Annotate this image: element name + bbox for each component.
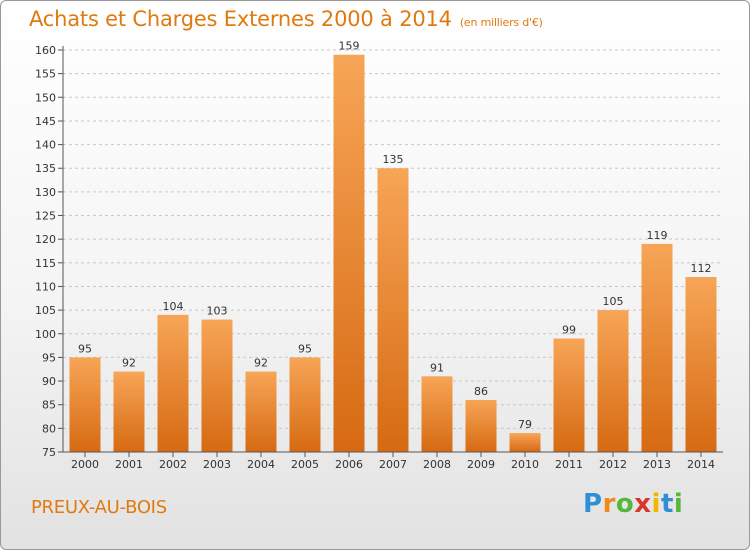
x-tick-label: 2007	[379, 458, 407, 471]
y-tick-label: 95	[42, 351, 56, 364]
y-tick-label: 110	[35, 280, 56, 293]
logo-letter: r	[602, 489, 616, 519]
logo-letter: i	[651, 489, 661, 519]
y-tick-label: 150	[35, 91, 56, 104]
x-tick-label: 2001	[115, 458, 143, 471]
x-tick-label: 2010	[511, 458, 539, 471]
data-label: 104	[163, 300, 184, 313]
logo-letter: P	[583, 489, 603, 519]
x-tick-label: 2011	[555, 458, 583, 471]
y-tick-label: 155	[35, 68, 56, 81]
y-tick-label: 105	[35, 304, 56, 317]
data-label: 135	[383, 153, 404, 166]
data-label: 95	[78, 342, 92, 355]
y-tick-label: 125	[35, 210, 56, 223]
x-tick-label: 2013	[643, 458, 671, 471]
x-tick-label: 2000	[71, 458, 99, 471]
data-label: 99	[562, 323, 576, 336]
x-tick-label: 2003	[203, 458, 231, 471]
data-label: 119	[647, 229, 668, 242]
bar	[421, 376, 453, 452]
x-tick-label: 2012	[599, 458, 627, 471]
bar	[245, 371, 277, 452]
data-labels: 95 92 104 103 92 95 159 135 91 86 79 99 105 119 112	[78, 40, 712, 431]
data-label: 86	[474, 385, 488, 398]
y-tick-label: 85	[42, 399, 56, 412]
x-tick-label: 2006	[335, 458, 363, 471]
logo-letter: o	[615, 489, 635, 519]
bar	[113, 371, 145, 452]
y-tick-label: 75	[42, 446, 56, 459]
y-tick-label: 135	[35, 162, 56, 175]
y-tick-label: 160	[35, 44, 56, 57]
y-tick-label: 90	[42, 375, 56, 388]
proxiti-logo: Proxiti	[583, 489, 683, 519]
axes	[62, 46, 723, 453]
x-tick-label: 2002	[159, 458, 187, 471]
data-label: 92	[122, 357, 136, 370]
x-tick-label: 2008	[423, 458, 451, 471]
bar	[553, 338, 585, 452]
y-tick-label: 140	[35, 139, 56, 152]
bar	[201, 319, 233, 452]
y-tick-label: 145	[35, 115, 56, 128]
x-axis-ticks: 2000 2001 2002 2003 2004 2005 2006 2007 2008 2009…	[71, 452, 715, 471]
bar	[157, 314, 189, 452]
bar	[69, 357, 101, 452]
bar	[333, 54, 365, 453]
chart-unit: (en milliers d'€)	[459, 16, 543, 29]
data-label: 112	[691, 262, 712, 275]
y-tick-label: 115	[35, 257, 56, 270]
bar	[377, 168, 409, 452]
bar	[685, 277, 717, 452]
bar	[641, 243, 673, 452]
bar	[289, 357, 321, 452]
y-tick-label: 130	[35, 186, 56, 199]
x-tick-label: 2004	[247, 458, 275, 471]
bar	[597, 310, 629, 452]
x-tick-label: 2009	[467, 458, 495, 471]
chart-title-text: Achats et Charges Externes 2000 à 2014	[29, 7, 452, 31]
chart-title: Achats et Charges Externes 2000 à 2014 (e…	[29, 7, 543, 31]
data-label: 159	[339, 40, 360, 53]
data-label: 92	[254, 357, 268, 370]
logo-letter: t	[660, 489, 674, 519]
bar	[509, 433, 541, 452]
data-label: 103	[207, 305, 228, 318]
data-label: 95	[298, 342, 312, 355]
x-tick-label: 2005	[291, 458, 319, 471]
municipality-name: PREUX-AU-BOIS	[31, 497, 167, 518]
y-tick-label: 120	[35, 233, 56, 246]
data-label: 91	[430, 361, 444, 374]
data-label: 105	[603, 295, 624, 308]
bar	[465, 399, 497, 452]
x-tick-label: 2014	[687, 458, 715, 471]
y-axis-ticks: 75 80 85 90 95 100 105 110 115 120 125 130 135 140 145…	[35, 44, 63, 459]
y-tick-label: 80	[42, 422, 56, 435]
data-label: 79	[518, 418, 532, 431]
logo-letter: i	[673, 489, 684, 519]
y-tick-label: 100	[35, 328, 56, 341]
bars	[69, 54, 717, 453]
logo-letter: x	[634, 489, 652, 519]
